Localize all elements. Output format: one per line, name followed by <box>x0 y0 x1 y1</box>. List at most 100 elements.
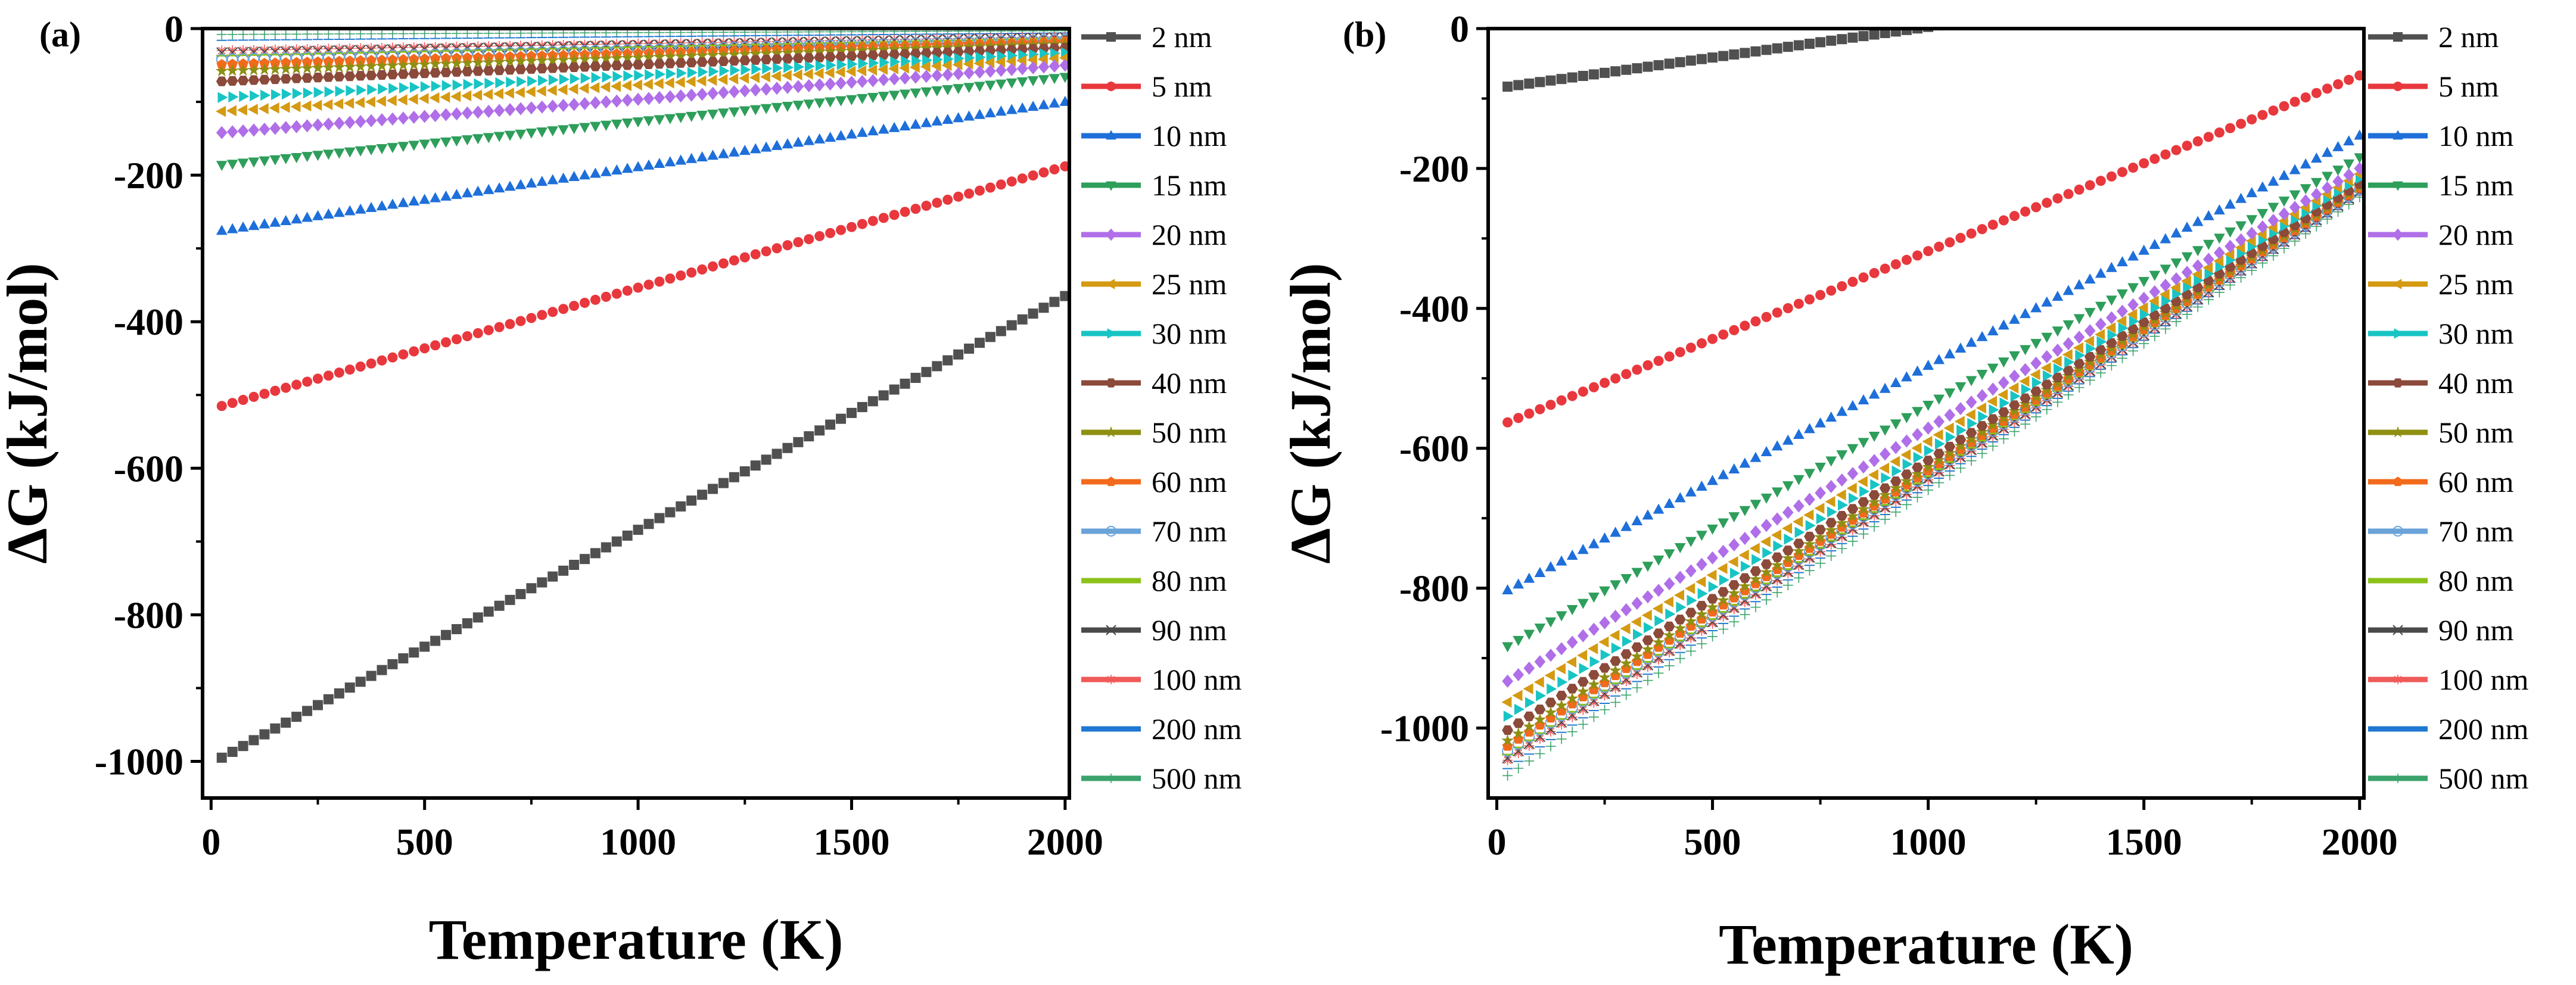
data-point <box>1534 655 1546 669</box>
data-point <box>1965 376 1977 386</box>
data-point <box>1620 649 1632 659</box>
data-point <box>1566 635 1578 649</box>
data-point <box>2084 308 2096 319</box>
data-point <box>1524 409 1535 419</box>
data-point <box>1760 566 1773 578</box>
data-point <box>1944 441 1956 452</box>
data-point <box>250 90 260 102</box>
data-point <box>621 60 633 70</box>
data-point <box>1890 507 1901 518</box>
data-point <box>1729 49 1740 60</box>
data-point <box>846 76 857 89</box>
data-point <box>472 41 483 52</box>
legend-label: 500 nm <box>1152 762 1242 795</box>
data-point <box>1750 316 1761 327</box>
data-point <box>1761 594 1772 605</box>
series-25-nm <box>216 52 1069 117</box>
data-point <box>2095 345 2107 355</box>
data-point <box>867 74 879 88</box>
data-point <box>781 70 792 82</box>
data-point <box>1738 549 1749 561</box>
data-point <box>954 52 965 64</box>
data-point <box>1901 254 1912 265</box>
data-point <box>2344 74 2354 85</box>
data-point <box>2020 8 2030 18</box>
data-point <box>2192 295 2203 306</box>
data-point <box>2202 253 2214 266</box>
data-point <box>1805 520 1816 531</box>
data-point <box>2257 220 2269 234</box>
data-point <box>1782 546 1794 556</box>
x-tick-label: 2000 <box>2322 821 2398 863</box>
data-point <box>1998 389 2008 401</box>
data-point <box>397 111 409 125</box>
data-point <box>1998 434 2009 444</box>
data-point <box>1966 456 1977 466</box>
data-point <box>739 55 751 66</box>
data-point <box>365 202 377 213</box>
data-point <box>494 600 505 611</box>
data-point <box>2127 324 2139 334</box>
data-point <box>323 117 334 131</box>
data-point <box>995 79 1007 90</box>
data-point <box>1988 13 1998 23</box>
data-point <box>1901 371 1912 382</box>
data-point <box>441 629 452 640</box>
data-point <box>228 91 239 103</box>
data-point <box>686 88 698 102</box>
data-point <box>1987 219 1998 230</box>
data-point <box>1771 487 1783 498</box>
data-point <box>1847 504 1859 514</box>
data-point <box>889 34 900 45</box>
x-axis-title: Temperature (K) <box>429 908 844 971</box>
data-point <box>931 68 943 82</box>
data-point <box>2041 332 2053 343</box>
data-point <box>666 68 677 80</box>
data-point <box>1513 578 1525 589</box>
data-point <box>1933 354 1945 364</box>
data-point <box>857 35 867 45</box>
data-point <box>547 571 558 582</box>
data-point <box>1826 551 1837 562</box>
data-point <box>1502 417 1513 428</box>
data-point <box>366 358 377 369</box>
legend-label: 70 nm <box>1152 515 1227 548</box>
data-point <box>633 38 643 49</box>
data-point <box>419 42 430 52</box>
data-point <box>1502 642 1513 653</box>
data-point <box>377 355 387 366</box>
series-20-nm <box>1502 161 2364 688</box>
data-point <box>1999 397 2010 409</box>
data-point <box>995 105 1007 116</box>
legend-marker <box>1106 625 1116 635</box>
data-point <box>2215 261 2226 273</box>
data-point <box>1707 631 1718 642</box>
data-point <box>1815 417 1826 428</box>
data-point <box>1642 562 1654 572</box>
data-point <box>814 78 826 92</box>
data-point <box>2311 88 2322 98</box>
data-point <box>674 49 687 62</box>
data-point <box>559 73 570 85</box>
data-point <box>226 64 239 76</box>
data-point <box>921 367 932 378</box>
data-point <box>814 36 825 48</box>
legend-item: 5 nm <box>1081 70 1212 103</box>
data-point <box>1814 531 1827 543</box>
data-point <box>1837 281 1847 292</box>
data-point <box>1675 57 1685 67</box>
data-point <box>1934 241 1945 252</box>
y-axis-title: ΔG (kJ/mol) <box>0 263 59 564</box>
data-point <box>398 349 409 360</box>
data-point <box>836 225 847 235</box>
data-point <box>1782 481 1794 492</box>
data-point <box>217 92 228 104</box>
data-point <box>846 95 857 105</box>
data-point <box>760 141 772 152</box>
data-point <box>1696 531 1707 541</box>
data-point <box>2139 308 2150 320</box>
data-point <box>1965 395 1977 409</box>
data-point <box>761 246 771 257</box>
data-point <box>1738 579 1751 592</box>
data-point <box>1836 450 1848 461</box>
